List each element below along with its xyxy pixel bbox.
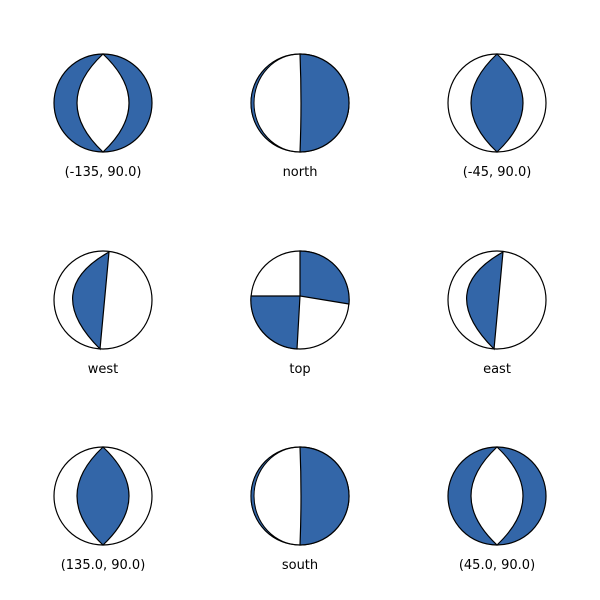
beachball: top bbox=[250, 250, 350, 377]
beachball-quadrant bbox=[299, 250, 350, 305]
beachball-fill bbox=[299, 446, 350, 546]
beachball-lens bbox=[470, 446, 524, 546]
beachball: north bbox=[250, 53, 350, 180]
beachball-label: (135.0, 90.0) bbox=[61, 558, 146, 573]
beachballs: (-135, 90.0) north (-45, 90.0) west top east (… bbox=[53, 53, 547, 573]
beachball-label: east bbox=[483, 362, 511, 377]
beachball: east bbox=[447, 250, 547, 377]
beachball-fill bbox=[466, 250, 504, 351]
beachball: (135.0, 90.0) bbox=[53, 446, 153, 573]
beachball-label: (-135, 90.0) bbox=[65, 165, 142, 180]
beachball-label: south bbox=[282, 558, 318, 573]
beachball-fill bbox=[72, 250, 110, 351]
beachball-quadrant bbox=[250, 295, 301, 350]
beachball: (-45, 90.0) bbox=[447, 53, 547, 180]
beachball-fill bbox=[299, 53, 350, 153]
beachball: south bbox=[250, 446, 350, 573]
beachball-sliver bbox=[250, 53, 301, 153]
beachball-lens bbox=[470, 53, 524, 153]
beachball-lens bbox=[76, 446, 130, 546]
beachball-label: (45.0, 90.0) bbox=[459, 558, 535, 573]
beachball-lens bbox=[76, 53, 130, 153]
beachball: (45.0, 90.0) bbox=[447, 446, 547, 573]
beachball-label: top bbox=[289, 362, 310, 377]
beachball: (-135, 90.0) bbox=[53, 53, 153, 180]
beachball-label: north bbox=[283, 165, 318, 180]
beachball-sliver bbox=[250, 446, 301, 546]
beachball-label: west bbox=[88, 362, 119, 377]
beachball-label: (-45, 90.0) bbox=[463, 165, 532, 180]
beachball: west bbox=[53, 250, 153, 377]
